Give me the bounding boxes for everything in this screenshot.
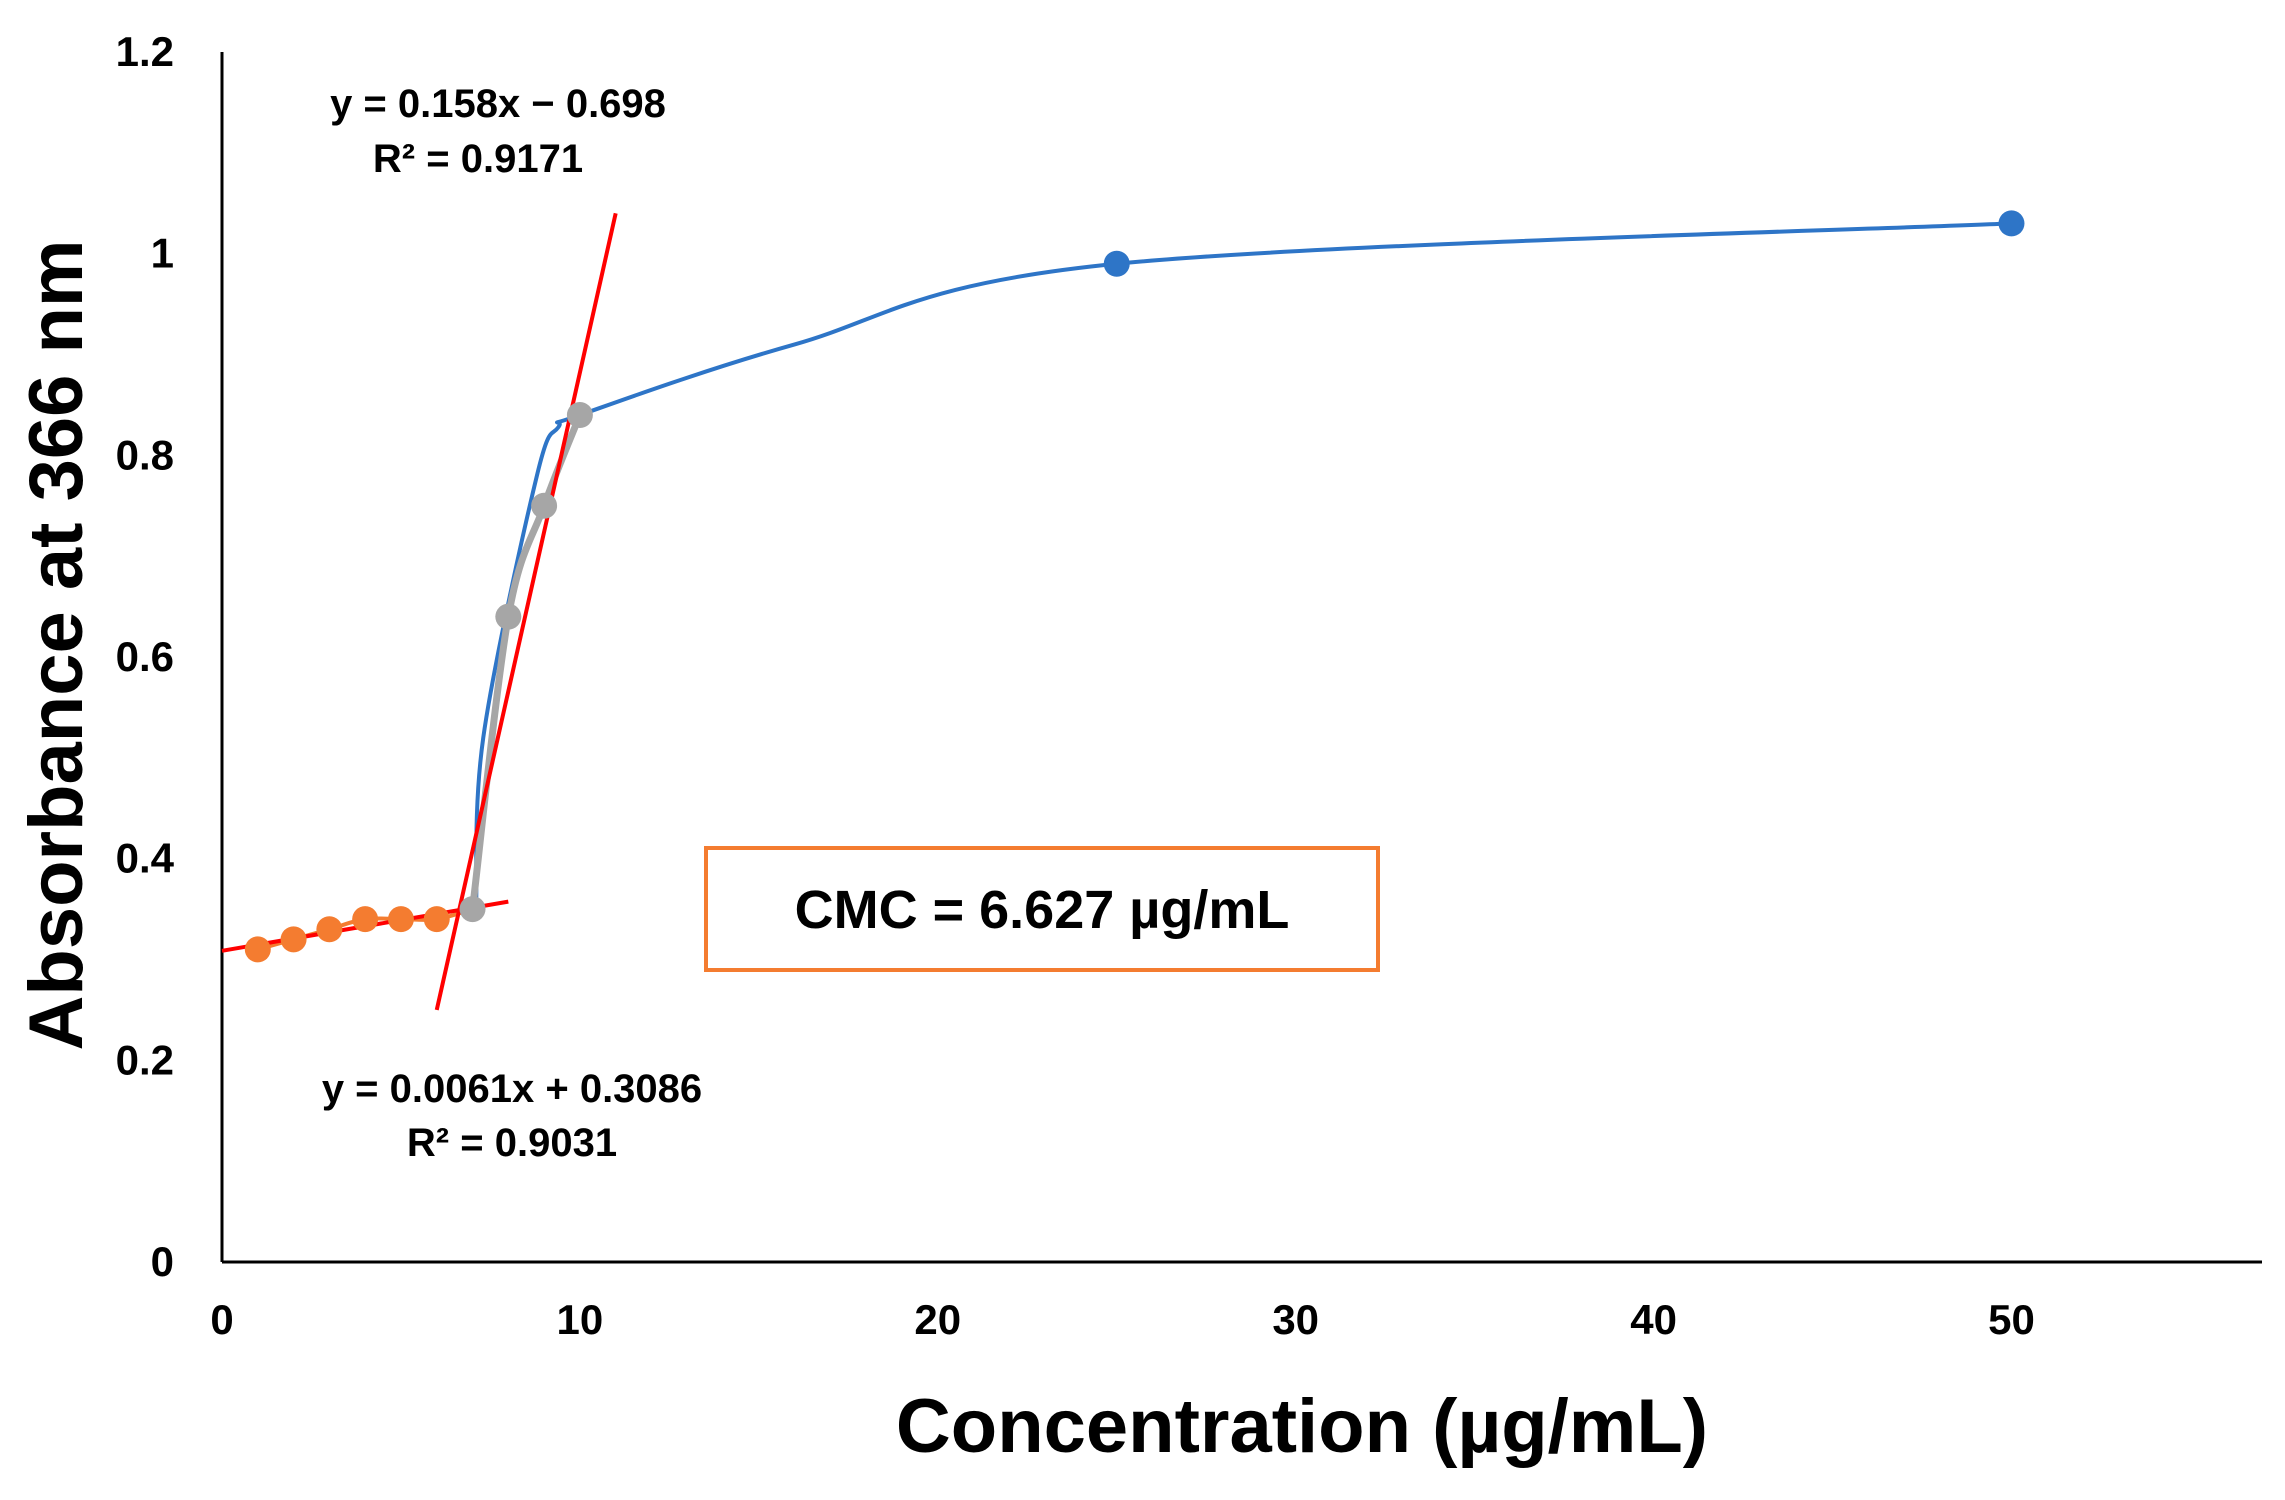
transition-series-line — [469, 413, 584, 910]
y-tick-label: 0 — [151, 1238, 174, 1285]
x-tick-label: 30 — [1272, 1296, 1319, 1343]
pre-micellar-point — [387, 906, 414, 933]
transition-point — [495, 603, 522, 630]
pre-micellar-point — [423, 906, 450, 933]
shallow-fit-equation: y = 0.0061x + 0.3086 — [322, 1067, 702, 1111]
y-axis-title: Absorbance at 366 nm — [14, 240, 99, 1051]
transition-point — [531, 492, 558, 519]
y-tick-label: 0.2 — [116, 1036, 174, 1083]
cmc-annotation-text: CMC = 6.627 µg/mL — [795, 880, 1290, 940]
transition-point — [459, 896, 486, 923]
y-tick-label: 1.2 — [116, 28, 174, 75]
y-tick-label: 0.8 — [116, 431, 174, 478]
micellar-point — [1103, 250, 1130, 277]
y-tick-label: 0.4 — [116, 835, 175, 882]
micellar-series-line — [474, 221, 2012, 910]
x-axis-title: Concentration (µg/mL) — [896, 1384, 1708, 1469]
y-tick-label: 1 — [151, 230, 174, 277]
shallow-fit-r2: R² = 0.9031 — [407, 1121, 617, 1165]
pre-micellar-point — [280, 926, 307, 953]
steep-fit-equation: y = 0.158x − 0.698 — [330, 82, 666, 126]
y-tick-label: 0.6 — [116, 633, 174, 680]
pre-micellar-point — [316, 916, 343, 943]
fit-line — [434, 212, 618, 1011]
cmc-annotation-box — [704, 846, 1380, 972]
pre-micellar-point — [244, 936, 271, 963]
x-tick-label: 50 — [1988, 1296, 2035, 1343]
x-tick-label: 10 — [557, 1296, 604, 1343]
x-tick-label: 0 — [210, 1296, 233, 1343]
pre-micellar-point — [352, 906, 379, 933]
x-tick-label: 40 — [1630, 1296, 1677, 1343]
micellar-point — [1998, 210, 2025, 237]
steep-fit-r2: R² = 0.9171 — [373, 137, 583, 181]
x-tick-label: 20 — [914, 1296, 961, 1343]
transition-point — [566, 402, 593, 428]
